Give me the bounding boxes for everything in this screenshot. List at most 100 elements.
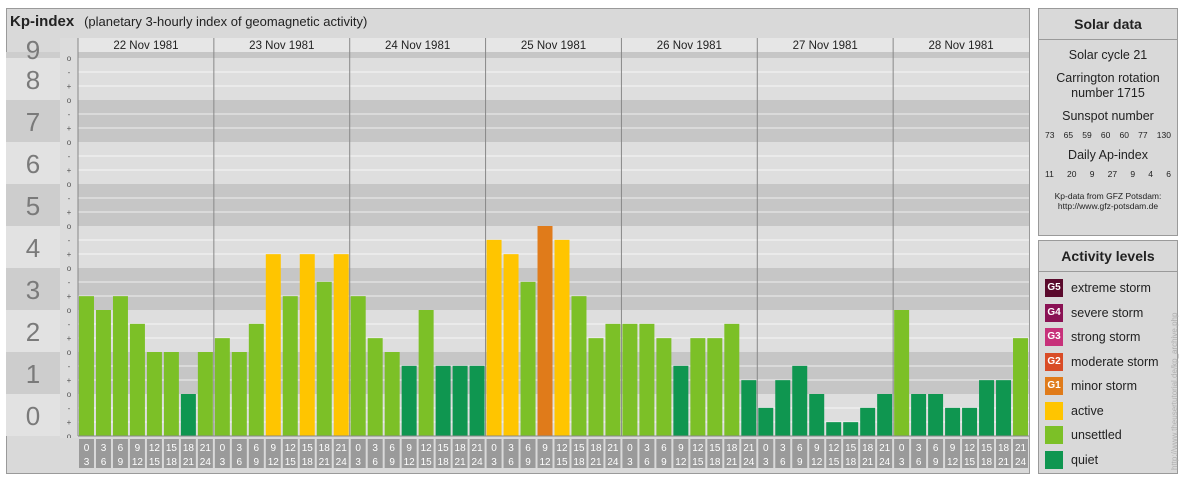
ap-value: 9 <box>1130 169 1136 179</box>
y-tick-label: 9 <box>26 35 40 65</box>
kp-bar <box>588 338 604 436</box>
x-tick-label: 15 <box>828 457 840 468</box>
x-tick-label: 3 <box>491 457 497 468</box>
x-tick-label: 3 <box>763 457 769 468</box>
x-tick-label: 18 <box>302 457 314 468</box>
x-tick-cell <box>656 439 672 468</box>
x-tick-cell <box>928 439 944 468</box>
legend-swatch: G4 <box>1045 303 1063 322</box>
kp-bar <box>775 380 791 436</box>
x-tick-label: 21 <box>200 443 212 454</box>
x-tick-label: 12 <box>828 443 840 454</box>
ap-value: 27 <box>1107 169 1118 179</box>
ap-value: 4 <box>1148 169 1153 179</box>
x-tick-cell <box>962 439 978 468</box>
y-tick-label: 4 <box>26 233 40 263</box>
x-tick-cell <box>401 439 417 468</box>
sunspot-value: 77 <box>1138 130 1148 140</box>
activity-levels-panel: Activity levels G5 extreme storm G4 severe … <box>1038 240 1178 474</box>
legend-swatch <box>1045 426 1063 445</box>
third-label: o <box>67 432 72 441</box>
x-tick-cell <box>877 439 893 468</box>
x-tick-label: 21 <box>726 457 738 468</box>
credit-line1: Kp-data from GFZ Potsdam: <box>1054 191 1162 201</box>
x-tick-label: 18 <box>845 457 857 468</box>
x-tick-label: 24 <box>336 457 348 468</box>
kp-bar <box>792 365 808 436</box>
kp-bar <box>520 281 536 436</box>
kp-bar <box>911 394 927 436</box>
solar-cycle: Solar cycle 21 <box>1068 48 1148 62</box>
kp-bar <box>469 365 485 436</box>
third-label: o <box>67 264 72 273</box>
x-tick-label: 3 <box>237 443 243 454</box>
x-tick-label: 15 <box>556 457 568 468</box>
y-label-cell <box>6 268 60 310</box>
x-tick-label: 12 <box>132 457 144 468</box>
ap-label: Daily Ap-index <box>1068 148 1148 162</box>
legend-item: G2 moderate storm <box>1039 350 1177 375</box>
x-tick-label: 6 <box>797 443 803 454</box>
x-tick-label: 0 <box>84 443 90 454</box>
third-label: - <box>68 236 71 245</box>
x-tick-label: 6 <box>644 457 650 468</box>
kp-bar <box>282 296 298 436</box>
kp-bar <box>996 380 1012 436</box>
kp-bar <box>112 296 128 436</box>
x-tick-label: 9 <box>678 443 684 454</box>
x-tick-cell <box>418 439 434 468</box>
carrington-line2: number 1715 <box>1071 86 1145 100</box>
kp-bar <box>452 365 468 436</box>
x-tick-label: 0 <box>355 443 361 454</box>
x-tick-label: 21 <box>455 457 467 468</box>
legend-swatch: G3 <box>1045 328 1063 347</box>
x-tick-label: 21 <box>472 443 484 454</box>
x-tick-cell <box>826 439 842 468</box>
x-tick-cell <box>775 439 791 468</box>
legend-label: extreme storm <box>1071 281 1151 296</box>
x-tick-label: 3 <box>355 457 361 468</box>
x-tick-label: 6 <box>916 457 922 468</box>
ap-value: 9 <box>1089 169 1095 179</box>
kp-bar <box>605 323 621 436</box>
third-label: - <box>68 320 71 329</box>
x-tick-cell <box>129 439 145 468</box>
y-tick-label: 2 <box>26 317 40 347</box>
ap-value: 20 <box>1067 169 1077 179</box>
x-tick-label: 12 <box>421 443 433 454</box>
legend-label: active <box>1071 403 1104 418</box>
level-band <box>78 100 1029 142</box>
x-tick-label: 12 <box>404 457 416 468</box>
third-label: - <box>68 110 71 119</box>
credit-line2: http://www.gfz-potsdam.de <box>1057 201 1159 211</box>
third-label: - <box>68 278 71 287</box>
x-tick-label: 3 <box>916 443 922 454</box>
x-tick-label: 3 <box>627 457 633 468</box>
x-tick-label: 9 <box>797 457 803 468</box>
day-label: 28 Nov 1981 <box>928 40 993 52</box>
x-tick-label: 12 <box>285 443 297 454</box>
x-tick-cell <box>503 439 519 468</box>
x-tick-cell <box>469 439 485 468</box>
level-band <box>78 310 1029 352</box>
x-tick-label: 0 <box>627 443 633 454</box>
x-tick-label: 9 <box>525 457 531 468</box>
x-tick-label: 3 <box>899 457 905 468</box>
kp-bar <box>333 254 349 436</box>
x-tick-cell <box>571 439 587 468</box>
y-label-cell <box>6 394 60 436</box>
x-tick-label: 18 <box>726 443 738 454</box>
x-tick-label: 6 <box>661 443 667 454</box>
x-tick-cell <box>758 439 774 468</box>
kp-bar <box>79 296 94 436</box>
third-label: o <box>67 222 72 231</box>
x-tick-label: 9 <box>814 443 820 454</box>
x-tick-cell <box>299 439 315 468</box>
kp-bar <box>860 407 876 436</box>
third-label: + <box>67 418 72 427</box>
day-label: 23 Nov 1981 <box>249 40 314 52</box>
x-tick-cell <box>673 439 689 468</box>
x-tick-label: 9 <box>542 443 548 454</box>
x-tick-label: 18 <box>998 443 1010 454</box>
